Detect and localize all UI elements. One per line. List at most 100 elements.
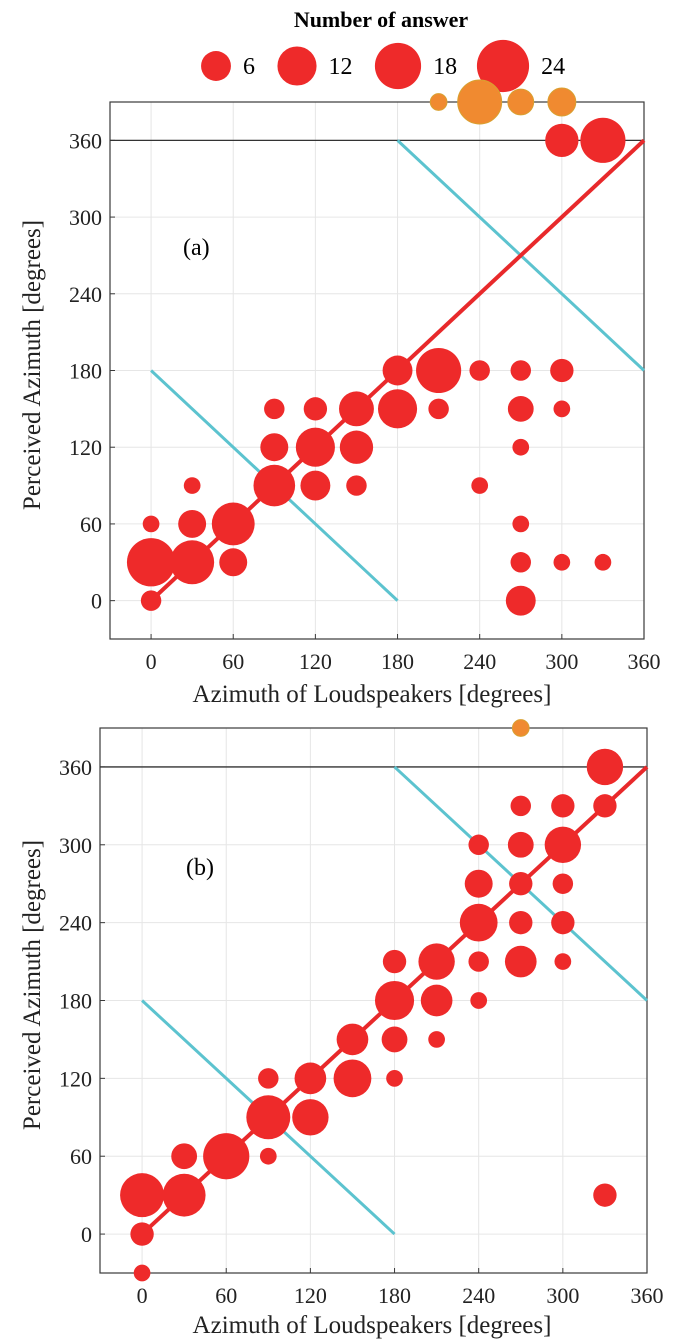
response-bubble [416, 347, 462, 394]
response-bubble [171, 1143, 198, 1170]
response-bubble [300, 470, 331, 501]
x-tick-label-b: 360 [631, 1283, 664, 1308]
y-axis-label-a: Perceived Azimuth [degrees] [19, 220, 46, 510]
response-bubble [507, 395, 534, 422]
x-tick-label-a: 60 [222, 649, 244, 674]
response-bubble [594, 553, 612, 571]
response-bubble [468, 834, 489, 856]
response-bubble [333, 1059, 372, 1098]
response-bubble [512, 515, 530, 533]
response-bubble [292, 1099, 329, 1136]
response-bubble [510, 552, 532, 573]
response-bubble [382, 355, 413, 386]
response-bubble [381, 1026, 408, 1053]
y-tick-label-b: 360 [59, 755, 92, 780]
y-tick-label-b: 120 [59, 1066, 92, 1091]
x-axis-label-b: Azimuth of Loudspeakers [degrees] [193, 1312, 552, 1339]
wrapped-response-bubble [511, 719, 530, 737]
response-bubble [295, 427, 335, 467]
response-bubble [551, 910, 575, 935]
response-bubble [260, 433, 289, 462]
x-tick-label-a: 360 [628, 649, 661, 674]
x-tick-label-b: 180 [378, 1283, 411, 1308]
response-bubble [140, 590, 162, 611]
legend-bubble-6 [201, 51, 231, 81]
response-bubble [203, 1133, 250, 1180]
response-bubble [512, 438, 530, 456]
response-bubble [509, 910, 533, 935]
legend-bubble-12 [277, 46, 317, 86]
response-bubble [336, 1023, 369, 1056]
y-tick-label-a: 240 [69, 282, 102, 307]
response-bubble [170, 540, 215, 585]
y-tick-label-a: 0 [91, 589, 102, 614]
response-bubble [264, 398, 285, 420]
response-bubble [294, 1062, 327, 1095]
response-bubble [211, 502, 255, 546]
response-bubble [346, 475, 367, 496]
response-bubble [550, 358, 574, 383]
y-tick-label-a: 360 [69, 128, 102, 153]
x-tick-label-a: 300 [545, 649, 578, 674]
x-tick-label-a: 120 [299, 649, 332, 674]
response-bubble [183, 477, 201, 494]
response-bubble [553, 400, 571, 418]
wrapped-response-bubble [547, 87, 577, 117]
legend-label-6: 6 [243, 54, 255, 80]
x-tick-label-b: 120 [294, 1283, 327, 1308]
wrapped-response-bubble [429, 93, 448, 111]
response-bubble [593, 1183, 617, 1207]
response-bubble [544, 826, 582, 863]
panel-label-b: (b) [186, 855, 214, 881]
response-bubble [510, 360, 532, 381]
legend-label-18: 18 [433, 54, 457, 80]
response-bubble [593, 794, 617, 818]
wrapped-response-bubble [457, 79, 503, 125]
response-bubble [505, 585, 536, 616]
response-bubble [504, 945, 537, 978]
x-tick-label-b: 60 [215, 1283, 237, 1308]
response-bubble [339, 430, 374, 464]
response-bubble [258, 1068, 279, 1089]
legend-title: Number of answer [294, 7, 469, 32]
response-bubble [219, 548, 248, 577]
response-bubble [162, 1173, 206, 1217]
x-tick-label-a: 180 [381, 649, 414, 674]
response-bubble [552, 873, 574, 894]
legend-entries: 6 12 18 24 [201, 39, 565, 93]
y-tick-label-b: 60 [70, 1144, 92, 1169]
response-bubble [246, 1095, 291, 1140]
response-bubble [253, 464, 296, 507]
response-bubble [418, 943, 455, 980]
y-tick-label-a: 60 [80, 512, 102, 537]
response-bubble [586, 748, 624, 786]
response-bubble [303, 397, 328, 421]
response-bubble [339, 391, 374, 427]
response-bubble [510, 795, 532, 817]
response-bubble [428, 398, 449, 420]
legend-bubble-24 [476, 39, 530, 93]
size-legend: Number of answer 6 12 18 24 [201, 7, 565, 93]
panel-b: 0 60 120 180 240 300 360060120180240300360(b) … [19, 719, 664, 1339]
x-tick-label-a: 0 [146, 649, 157, 674]
response-bubble [469, 360, 490, 381]
response-bubble [545, 123, 579, 158]
response-bubble [126, 538, 176, 587]
response-bubble [259, 1147, 277, 1165]
panel-label-a: (a) [183, 235, 210, 261]
plot-area-b: 0 60 120 180 240 300 360 0 60 120 180 240 300 360 [59, 719, 664, 1308]
wrapped-response-bubble [507, 88, 535, 116]
x-tick-label-a: 240 [463, 649, 496, 674]
y-tick-label-b: 0 [81, 1222, 92, 1247]
response-bubble [470, 992, 488, 1009]
response-bubble [553, 553, 571, 571]
y-tick-label-b: 240 [59, 911, 92, 936]
response-bubble [420, 984, 453, 1017]
y-tick-label-a: 180 [69, 359, 102, 384]
response-bubble [507, 831, 534, 858]
response-bubble [178, 509, 207, 538]
response-bubble [459, 903, 498, 942]
response-bubble [464, 869, 493, 898]
y-axis-label-b: Perceived Azimuth [degrees] [19, 840, 46, 1130]
response-bubble [386, 1070, 403, 1087]
